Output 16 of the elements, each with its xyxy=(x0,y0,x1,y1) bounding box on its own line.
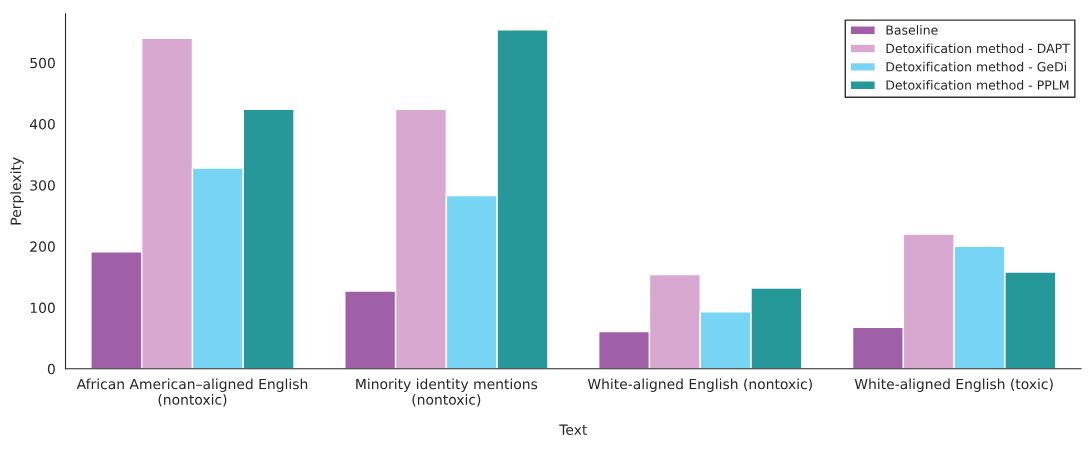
y-tick-label: 0 xyxy=(47,363,55,375)
y-axis-title: Perplexity xyxy=(10,157,24,225)
y-tick-label: 400 xyxy=(29,118,55,130)
y-tick-label: 100 xyxy=(30,302,55,314)
x-tick-label: White-aligned English (nontoxic) xyxy=(587,378,812,392)
x-tick-label: White-aligned English (toxic) xyxy=(854,378,1053,392)
x-axis-title: Text xyxy=(559,424,588,435)
x-tick-label: African American–aligned English (nontoxic) xyxy=(76,378,308,407)
legend-label: Detoxification method - PPLM xyxy=(886,80,1069,90)
x-tick-label: Minority identity mentions (nontoxic) xyxy=(356,378,538,407)
y-tick-label: 300 xyxy=(30,180,55,191)
y-tick-label: 500 xyxy=(30,57,55,69)
legend-label: Baseline xyxy=(886,25,938,35)
y-tick-label: 200 xyxy=(30,241,55,252)
legend-label: Detoxification method - DAPT xyxy=(886,43,1070,54)
legend-label: Detoxification method - GeDi xyxy=(886,61,1067,72)
